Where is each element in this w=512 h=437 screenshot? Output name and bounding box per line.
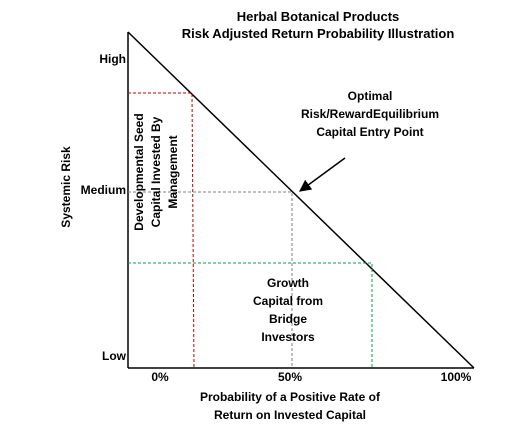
optimal-point-label-line-3: Capital Entry Point bbox=[316, 125, 423, 139]
growth-capital-label-line-4: Investors bbox=[261, 330, 315, 344]
x-axis-title-line-1: Probability of a Positive Rate of bbox=[200, 390, 381, 404]
medium-risk-guide bbox=[128, 191, 293, 368]
growth-capital-label-line-1: Growth bbox=[267, 276, 309, 290]
x-tick-0: 0% bbox=[151, 370, 169, 384]
y-tick-high: High bbox=[99, 52, 126, 66]
seed-capital-boundary bbox=[128, 92, 195, 369]
growth-capital-boundary bbox=[128, 262, 373, 368]
optimal-point-arrow bbox=[299, 157, 346, 192]
seed-capital-label-line-1: Developmental Seed bbox=[132, 113, 146, 230]
seed-capital-label-line-3: Management bbox=[166, 135, 180, 208]
x-tick-50: 50% bbox=[278, 370, 302, 384]
optimal-point-label-line-1: Optimal bbox=[348, 89, 393, 103]
risk-return-diagonal bbox=[127, 31, 475, 369]
x-axis-title-line-2: Return on Invested Capital bbox=[214, 408, 366, 422]
y-tick-medium: Medium bbox=[81, 183, 126, 197]
y-axis-title: Systemic Risk bbox=[59, 146, 73, 228]
y-tick-low: Low bbox=[102, 349, 127, 363]
seed-capital-label: Developmental Seed Capital Invested By M… bbox=[132, 113, 180, 230]
x-tick-100: 100% bbox=[441, 370, 472, 384]
optimal-point-label-line-2: Risk/RewardEquilibrium bbox=[301, 107, 439, 121]
seed-capital-label-line-2: Capital Invested By bbox=[149, 116, 163, 227]
title-line-1: Herbal Botanical Products bbox=[237, 9, 400, 24]
title-line-2: Risk Adjusted Return Probability Illustr… bbox=[182, 26, 455, 41]
growth-capital-label-line-3: Bridge bbox=[269, 312, 307, 326]
growth-capital-label-line-2: Capital from bbox=[253, 294, 323, 308]
